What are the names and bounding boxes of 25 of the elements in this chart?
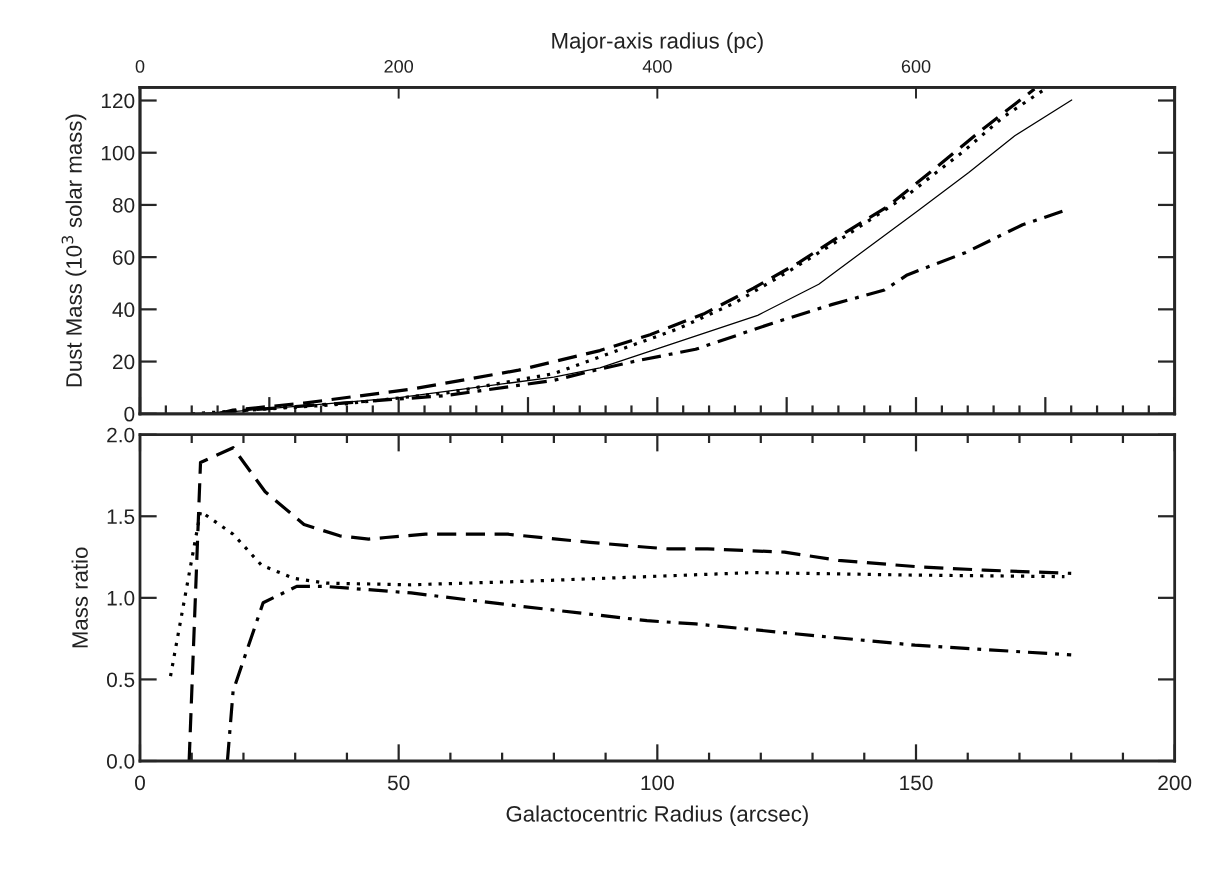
y-tick-label: 120: [101, 93, 135, 109]
x2-tick-label: 600: [901, 60, 931, 73]
y-tick-label: 1.0: [107, 590, 135, 606]
y-tick-label: 20: [113, 354, 135, 370]
y-tick-label: 100: [101, 145, 135, 161]
x-axis-title: Galactocentric Radius (arcsec): [506, 805, 808, 827]
y-tick-label: 80: [112, 197, 135, 213]
y-tick-label: 0.5: [106, 672, 135, 688]
x2-tick-label: 0: [135, 60, 145, 73]
x-tick-label: 50: [387, 775, 410, 791]
y-tick-label: 60: [113, 250, 135, 265]
y-tick-label: 1.5: [107, 509, 135, 525]
y-tick-label: 2.0: [107, 427, 135, 443]
x-tick-label: 150: [900, 775, 933, 791]
y-axis-title: Mass ratio: [71, 547, 88, 648]
x-tick-label: 100: [641, 775, 674, 791]
x2-axis-title: Major-axis radius (pc): [552, 32, 763, 54]
y-tick-label: 40: [112, 302, 135, 318]
x-tick-label: 0: [135, 775, 145, 791]
x2-tick-label: 200: [384, 60, 414, 73]
x2-tick-label: 400: [642, 60, 672, 73]
y-axis-title: Dust Mass (10$^{3}$ solar mass): [61, 114, 87, 387]
x-tick-label: 200: [1158, 775, 1192, 791]
y-tick-label: 0: [124, 406, 135, 422]
y-tick-label: 0.0: [106, 754, 135, 769]
